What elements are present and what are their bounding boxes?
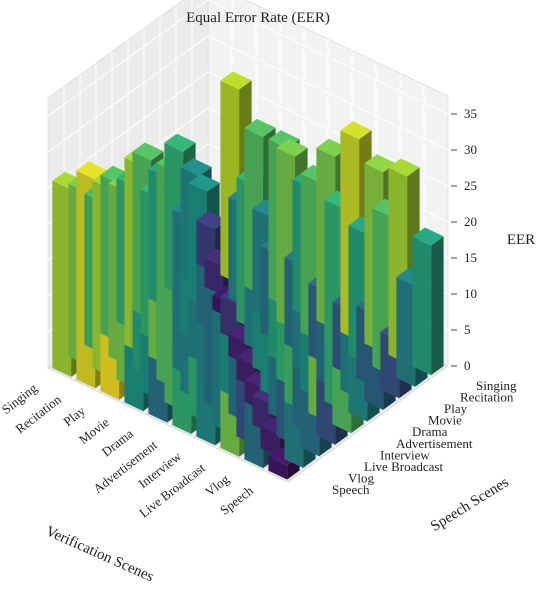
y-tick-label: Drama [412, 424, 448, 439]
grid-line-z [47, 35, 449, 153]
bar-face-top [180, 158, 212, 177]
bar-face-top [316, 138, 348, 157]
bar-face-top [76, 161, 108, 180]
y-tick-label: Play [444, 401, 468, 416]
z-tick-label: 20 [464, 214, 477, 229]
y-tick-label: Movie [428, 413, 462, 428]
bar-face-front [396, 277, 416, 387]
bar-face-front [204, 257, 224, 296]
y-tick-label: Recitation [460, 389, 514, 404]
bar-3d [412, 227, 444, 376]
z-tick-label: 0 [464, 358, 471, 373]
z-axis-label: EER [507, 232, 535, 248]
z-tick-label: 10 [464, 286, 477, 301]
y-tick-label: Vlog [348, 471, 375, 486]
z-tick-label: 15 [464, 250, 477, 265]
z-tick-label: 35 [464, 106, 477, 121]
y-tick-label: Advertisement [396, 436, 473, 451]
bar-face-front [268, 456, 288, 480]
x-axis-label: Verification Scenes [43, 523, 156, 585]
bar-face-top [412, 227, 444, 246]
bar-face-top [388, 158, 420, 177]
z-tick-label: 30 [464, 142, 477, 157]
grid-line-z [47, 0, 449, 117]
bar-face-left [431, 236, 444, 376]
x-tick-label: Vlog [202, 471, 232, 499]
x-tick-label: Play [60, 403, 88, 429]
bar-face-top [188, 173, 220, 192]
bar-face-top [244, 118, 276, 137]
y-tick-label: Interview [380, 447, 430, 462]
y-tick-label: Singing [476, 378, 517, 393]
bar-face-top [276, 138, 308, 157]
y-tick-label: Speech [332, 482, 370, 497]
y-axis-label: Speech Scenes [428, 474, 512, 535]
bar-face-top [132, 142, 164, 161]
bar-face-top [364, 154, 396, 173]
bar-face-top [196, 211, 228, 230]
z-tick-label: 25 [464, 178, 477, 193]
chart-title: Equal Error Rate (EER) [186, 10, 330, 26]
y-tick-label: Live Broadcast [364, 459, 443, 474]
bar-face-front [52, 180, 72, 377]
bar-face-top [340, 121, 372, 140]
bar-face-front [412, 236, 432, 376]
bar-face-top [220, 71, 252, 90]
bar-face-top [164, 133, 196, 152]
bar-group [52, 71, 444, 480]
z-tick-label: 5 [464, 322, 471, 337]
bar-face-front [260, 426, 280, 457]
